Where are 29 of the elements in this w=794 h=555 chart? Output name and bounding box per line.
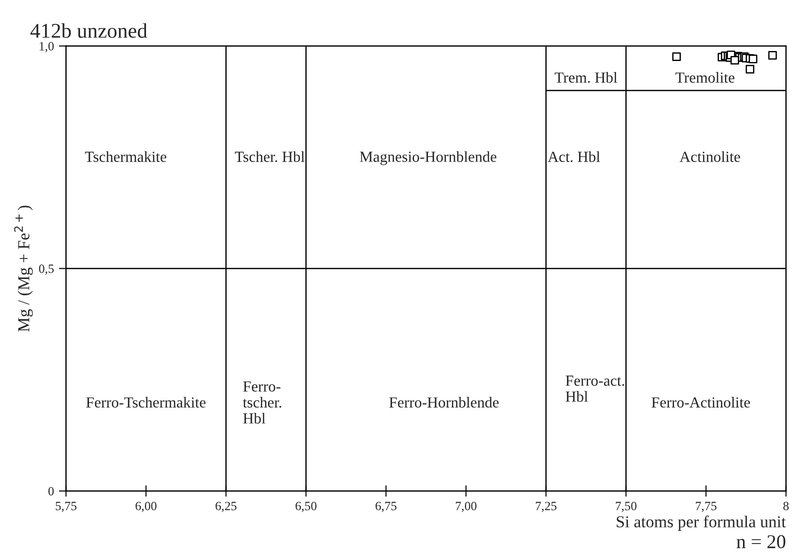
annotation: Tschermakite (85, 151, 166, 162)
x-tick-label: 6,75 (376, 502, 396, 512)
x-tick-label: 6,00 (136, 502, 156, 512)
annotation: Ferro-Actinolite (652, 396, 750, 408)
y-tick-label: 0 (48, 487, 54, 496)
x-tick-label: 6,25 (216, 502, 236, 512)
annotation: Ferro-act. Hbl (566, 376, 624, 402)
x-tick-label: 6,50 (296, 502, 316, 512)
x-tick-label: 7,50 (616, 502, 636, 512)
y-axis-title: Mg / (Mg + Fe$^{2+}$) (14, 206, 33, 332)
x-tick-label: 5,75 (56, 502, 76, 512)
annotation: Magnesio-Hornblende (360, 151, 496, 166)
chart-title: 412b unzoned (30, 23, 148, 38)
x-tick-label: 7,75 (696, 502, 716, 512)
annotation: Actinolite (680, 151, 740, 162)
x-tick-label: 7,25 (536, 502, 556, 512)
annotation: Ferro-Tschermakite (86, 396, 206, 408)
annotation: Trem. Hbl (554, 72, 618, 83)
x-tick-label: 8 (783, 502, 789, 510)
x-tick-label: 7,00 (456, 502, 476, 512)
y-tick-label: 0,5 (39, 264, 54, 275)
annotation: Ferro-Hornblende (389, 396, 499, 408)
x-axis-title: Si atoms per formula unit (616, 516, 786, 531)
annotation: Act. Hbl (548, 151, 600, 162)
annotation: Tscher. Hbl (234, 151, 305, 162)
annotation: Tremolite (676, 72, 734, 83)
y-tick-label: 1,0 (40, 42, 54, 52)
annotation: Ferro- tscher. Hbl (242, 381, 282, 424)
text: n = 20 (736, 535, 786, 548)
